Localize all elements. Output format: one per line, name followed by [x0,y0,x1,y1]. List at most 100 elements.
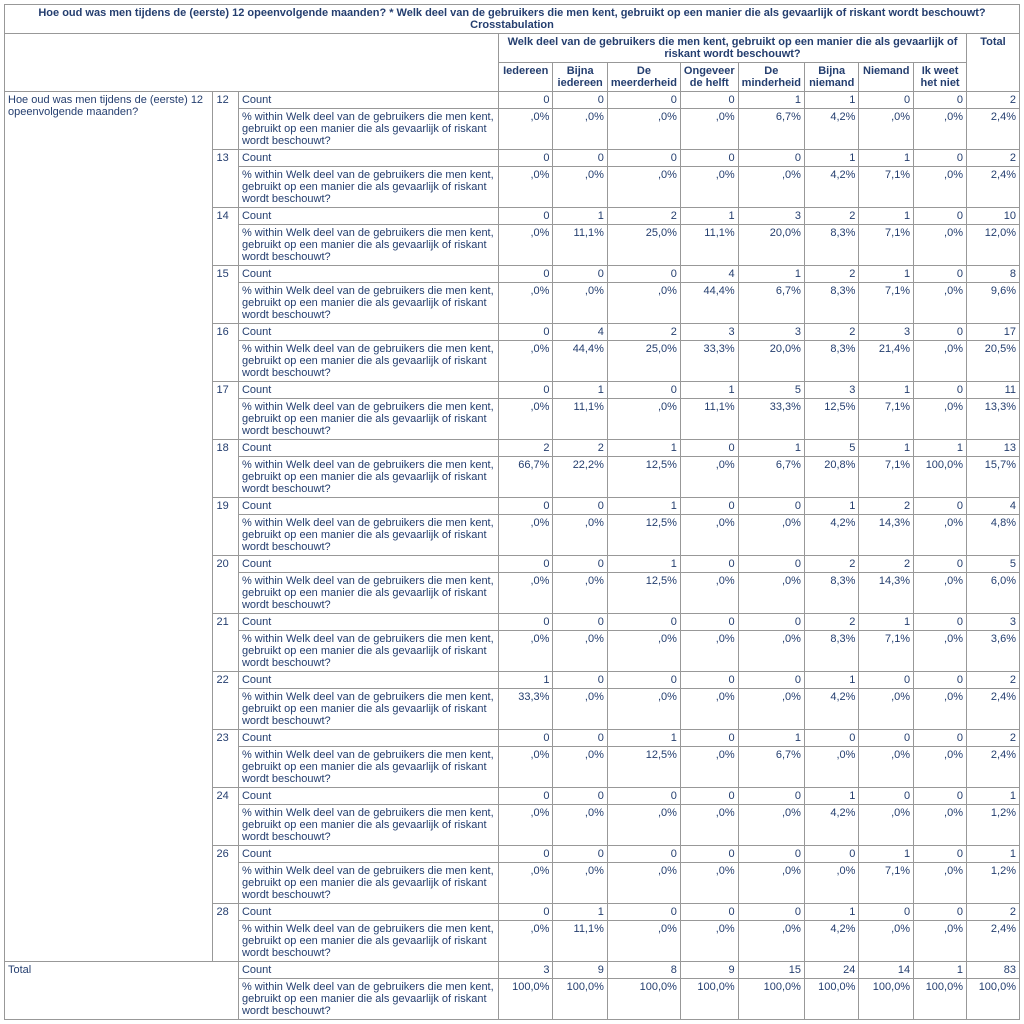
data-cell: ,0% [738,689,804,730]
data-cell: ,0% [680,631,738,672]
data-cell: 4,8% [967,515,1020,556]
col-header: Ik weet het niet [914,63,967,92]
data-cell: 0 [498,904,552,921]
data-cell: 2 [859,498,914,515]
data-cell: 100,0% [498,979,552,1020]
age-header: 18 [213,440,238,498]
age-header: 19 [213,498,238,556]
data-cell: 0 [914,324,967,341]
data-cell: 8 [607,962,680,979]
data-cell: 0 [680,440,738,457]
row-group-header: Hoe oud was men tijdens de (eerste) 12 o… [5,92,213,962]
data-cell: 0 [914,672,967,689]
data-cell: 20,5% [967,341,1020,382]
data-cell: 1,2% [967,805,1020,846]
data-cell: 2 [967,150,1020,167]
data-cell: 0 [680,556,738,573]
age-header: 12 [213,92,238,150]
data-cell: 0 [607,382,680,399]
data-cell: 20,8% [804,457,858,498]
data-cell: 9 [553,962,607,979]
measure-count-label: Count [238,382,498,399]
age-header: 20 [213,556,238,614]
data-cell: 1 [859,614,914,631]
data-cell: 0 [553,672,607,689]
data-cell: 14 [859,962,914,979]
data-cell: 2 [607,208,680,225]
data-cell: ,0% [498,515,552,556]
data-cell: 0 [680,788,738,805]
data-cell: 6,7% [738,109,804,150]
data-cell: 100,0% [914,979,967,1020]
data-cell: ,0% [553,283,607,324]
data-cell: ,0% [914,283,967,324]
data-cell: 8,3% [804,573,858,614]
data-cell: 0 [607,846,680,863]
data-cell: 3 [804,382,858,399]
col-header: De minderheid [738,63,804,92]
data-cell: 3 [680,324,738,341]
data-cell: 1 [859,382,914,399]
measure-count-label: Count [238,962,498,979]
table-row: Hoe oud was men tijdens de (eerste) 12 o… [5,92,1020,109]
data-cell: 0 [607,266,680,283]
data-cell: 2,4% [967,689,1020,730]
data-cell: 0 [914,498,967,515]
data-cell: 8 [967,266,1020,283]
data-cell: 0 [607,92,680,109]
data-cell: 4,2% [804,167,858,208]
measure-pct-label: % within Welk deel van de gebruikers die… [238,747,498,788]
data-cell: 0 [680,150,738,167]
data-cell: 0 [553,730,607,747]
data-cell: 4 [680,266,738,283]
data-cell: 11,1% [680,225,738,266]
data-cell: 13,3% [967,399,1020,440]
data-cell: 0 [804,846,858,863]
data-cell: 14,3% [859,515,914,556]
data-cell: ,0% [914,805,967,846]
data-cell: 100,0% [738,979,804,1020]
data-cell: 66,7% [498,457,552,498]
data-cell: 100,0% [967,979,1020,1020]
data-cell: 12,5% [607,747,680,788]
data-cell: 3 [498,962,552,979]
measure-count-label: Count [238,498,498,515]
age-header: 15 [213,266,238,324]
data-cell: 0 [859,92,914,109]
data-cell: 2 [804,266,858,283]
data-cell: ,0% [914,863,967,904]
data-cell: 2 [804,556,858,573]
data-cell: 0 [498,150,552,167]
data-cell: 0 [914,382,967,399]
data-cell: 0 [738,498,804,515]
data-cell: 33,3% [680,341,738,382]
data-cell: 5 [738,382,804,399]
data-cell: 2 [804,324,858,341]
data-cell: ,0% [553,689,607,730]
data-cell: 1 [859,208,914,225]
measure-count-label: Count [238,150,498,167]
data-cell: 0 [914,208,967,225]
data-cell: 1 [680,208,738,225]
data-cell: ,0% [914,573,967,614]
data-cell: 0 [553,266,607,283]
data-cell: ,0% [498,631,552,672]
data-cell: 0 [498,324,552,341]
data-cell: 0 [680,498,738,515]
measure-count-label: Count [238,904,498,921]
data-cell: ,0% [498,167,552,208]
data-cell: 4,2% [804,921,858,962]
data-cell: ,0% [804,747,858,788]
data-cell: 6,7% [738,747,804,788]
measure-pct-label: % within Welk deel van de gebruikers die… [238,863,498,904]
measure-pct-label: % within Welk deel van de gebruikers die… [238,399,498,440]
data-cell: 100,0% [804,979,858,1020]
data-cell: 2 [859,556,914,573]
data-cell: 7,1% [859,631,914,672]
data-cell: 0 [738,614,804,631]
data-cell: 2,4% [967,167,1020,208]
data-cell: ,0% [914,167,967,208]
data-cell: 1 [859,846,914,863]
data-cell: ,0% [498,805,552,846]
data-cell: 12,5% [607,457,680,498]
